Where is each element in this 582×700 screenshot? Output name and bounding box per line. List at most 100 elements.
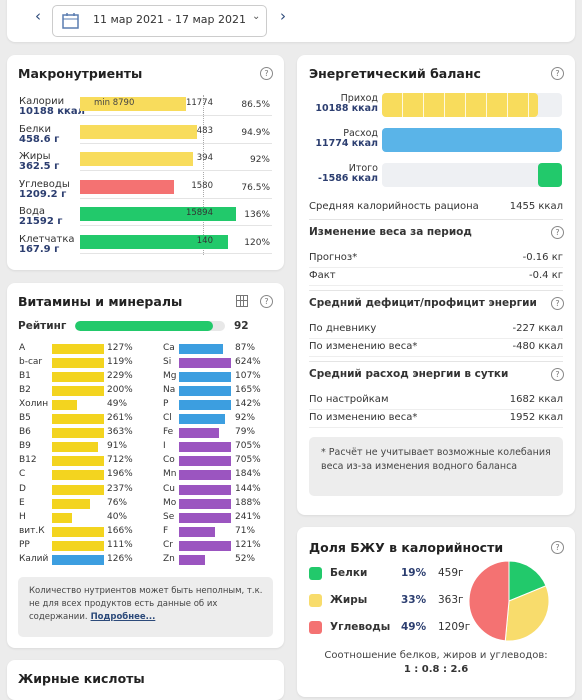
section-title: Средний дефицит/профицит энергии: [309, 297, 537, 309]
row-divider: [80, 252, 272, 254]
help-icon[interactable]: ?: [260, 67, 273, 80]
note-box: Количество нутриентов может быть неполны…: [18, 577, 273, 637]
pct-label: 166%: [107, 525, 133, 536]
bar-track: [179, 540, 231, 551]
note-text: Количество нутриентов может быть неполны…: [29, 586, 263, 622]
nutrient-name: Mn: [163, 469, 177, 480]
nutrient-name: Cl: [163, 413, 172, 424]
calendar-icon: [62, 13, 79, 29]
section-title: Средний расход энергии в сутки: [309, 368, 509, 380]
nav-bar: ‹ 11 мар 2021 - 17 мар 2021 ⌄ ›: [7, 0, 575, 42]
bar-track: [179, 484, 231, 495]
divider: [309, 219, 563, 220]
prev-arrow[interactable]: ‹: [35, 7, 41, 25]
pct-label: 121%: [235, 539, 261, 550]
nutrient-name: B12: [19, 455, 37, 466]
rating-label: Рейтинг: [18, 320, 67, 332]
divider: [309, 361, 563, 362]
pct-label: 92%: [235, 413, 256, 424]
bar: [80, 124, 197, 139]
macro-grams: 363г: [438, 594, 464, 606]
bar: [52, 386, 104, 397]
pct-label: 49%: [107, 399, 128, 410]
pct-label: 188%: [235, 497, 261, 508]
divider: [309, 356, 563, 357]
bar: [52, 400, 77, 411]
legend-swatch: [309, 621, 322, 634]
row-label: По изменению веса*: [309, 412, 418, 423]
help-icon[interactable]: ?: [551, 67, 564, 80]
avg-label: Средняя калорийность рациона: [309, 201, 479, 212]
dropdown-caret[interactable]: ⌄: [252, 11, 261, 22]
help-icon[interactable]: ?: [551, 226, 564, 239]
help-icon[interactable]: ?: [551, 368, 564, 381]
help-icon[interactable]: ?: [551, 541, 564, 554]
note-box: * Расчёт не учитывает возможные колебани…: [309, 437, 563, 496]
bar: [52, 442, 98, 453]
bar: [52, 372, 104, 383]
help-icon[interactable]: ?: [260, 295, 273, 308]
pct-label: 76%: [107, 497, 128, 508]
bar: [179, 386, 231, 397]
fatty-acids-card: Жирные кислоты: [7, 660, 284, 700]
note-link[interactable]: Подробнее...: [90, 612, 156, 622]
row-divider: [80, 225, 272, 226]
bar: [52, 484, 104, 495]
nutrient-name: B5: [19, 413, 31, 424]
pct-label: 363%: [107, 427, 133, 438]
nutrient-name: Калий: [19, 553, 49, 564]
bar-track: [179, 470, 231, 481]
pct-label: 111%: [107, 539, 133, 550]
target-label: 15894: [185, 208, 213, 218]
ratio-value: 1 : 0.8 : 2.6: [403, 664, 469, 675]
bar: [179, 344, 223, 354]
nutrient-name: P: [163, 399, 169, 410]
bar: [179, 428, 219, 439]
table-icon[interactable]: [236, 295, 248, 307]
nutrient-name: Углеводы: [19, 178, 70, 190]
nutrient-name: Ca: [163, 343, 175, 353]
row-divider: [80, 115, 272, 116]
energy-value: 10188 ккал: [315, 103, 378, 114]
bar: [80, 152, 194, 166]
bar: [52, 498, 90, 509]
help-icon[interactable]: ?: [551, 297, 564, 310]
nutrient-name: E: [19, 497, 25, 508]
bar-track: [52, 386, 104, 397]
bar: [52, 456, 104, 467]
card-title: Макронутриенты: [18, 66, 143, 81]
bar: [52, 512, 72, 523]
pct-label: 237%: [107, 483, 133, 494]
energy-card: Энергетический баланс? Приход 10188 ккал Ра…: [297, 55, 575, 515]
row-divider: [80, 142, 272, 144]
nutrient-name: Вода: [19, 206, 46, 217]
bar-track: [80, 207, 236, 221]
pie-slice: [468, 560, 510, 642]
date-picker[interactable]: [52, 5, 267, 37]
pct-label: 127%: [107, 343, 133, 353]
row-label: Факт: [309, 270, 336, 281]
pct-label: 87%: [235, 343, 256, 353]
bar: [179, 526, 215, 537]
rating-track: [75, 321, 225, 331]
card-title: Доля БЖУ в калорийности: [309, 540, 504, 555]
row-value: 1682 ккал: [509, 394, 563, 405]
next-arrow[interactable]: ›: [280, 7, 286, 25]
note-text: * Расчёт не учитывает возможные колебани…: [321, 447, 551, 472]
macros-card: Макронутриенты? Калории 10188 ккал min 8790…: [7, 55, 284, 270]
row-label: По изменению веса*: [309, 341, 418, 352]
legend-swatch: [309, 567, 322, 580]
bar: [179, 484, 231, 495]
bar: [52, 358, 104, 369]
energy-label: Приход: [340, 93, 378, 104]
bar-track: [52, 470, 104, 481]
bar-track: [52, 456, 104, 467]
bar: [179, 414, 225, 425]
rating-value: 92: [234, 320, 249, 332]
row-value: -0.4 кг: [529, 270, 563, 281]
nutrient-name: Mo: [163, 497, 177, 508]
pct-label: 229%: [107, 371, 133, 382]
nutrient-name: Cu: [163, 483, 175, 494]
bar: [52, 414, 104, 425]
bar: [179, 540, 231, 551]
